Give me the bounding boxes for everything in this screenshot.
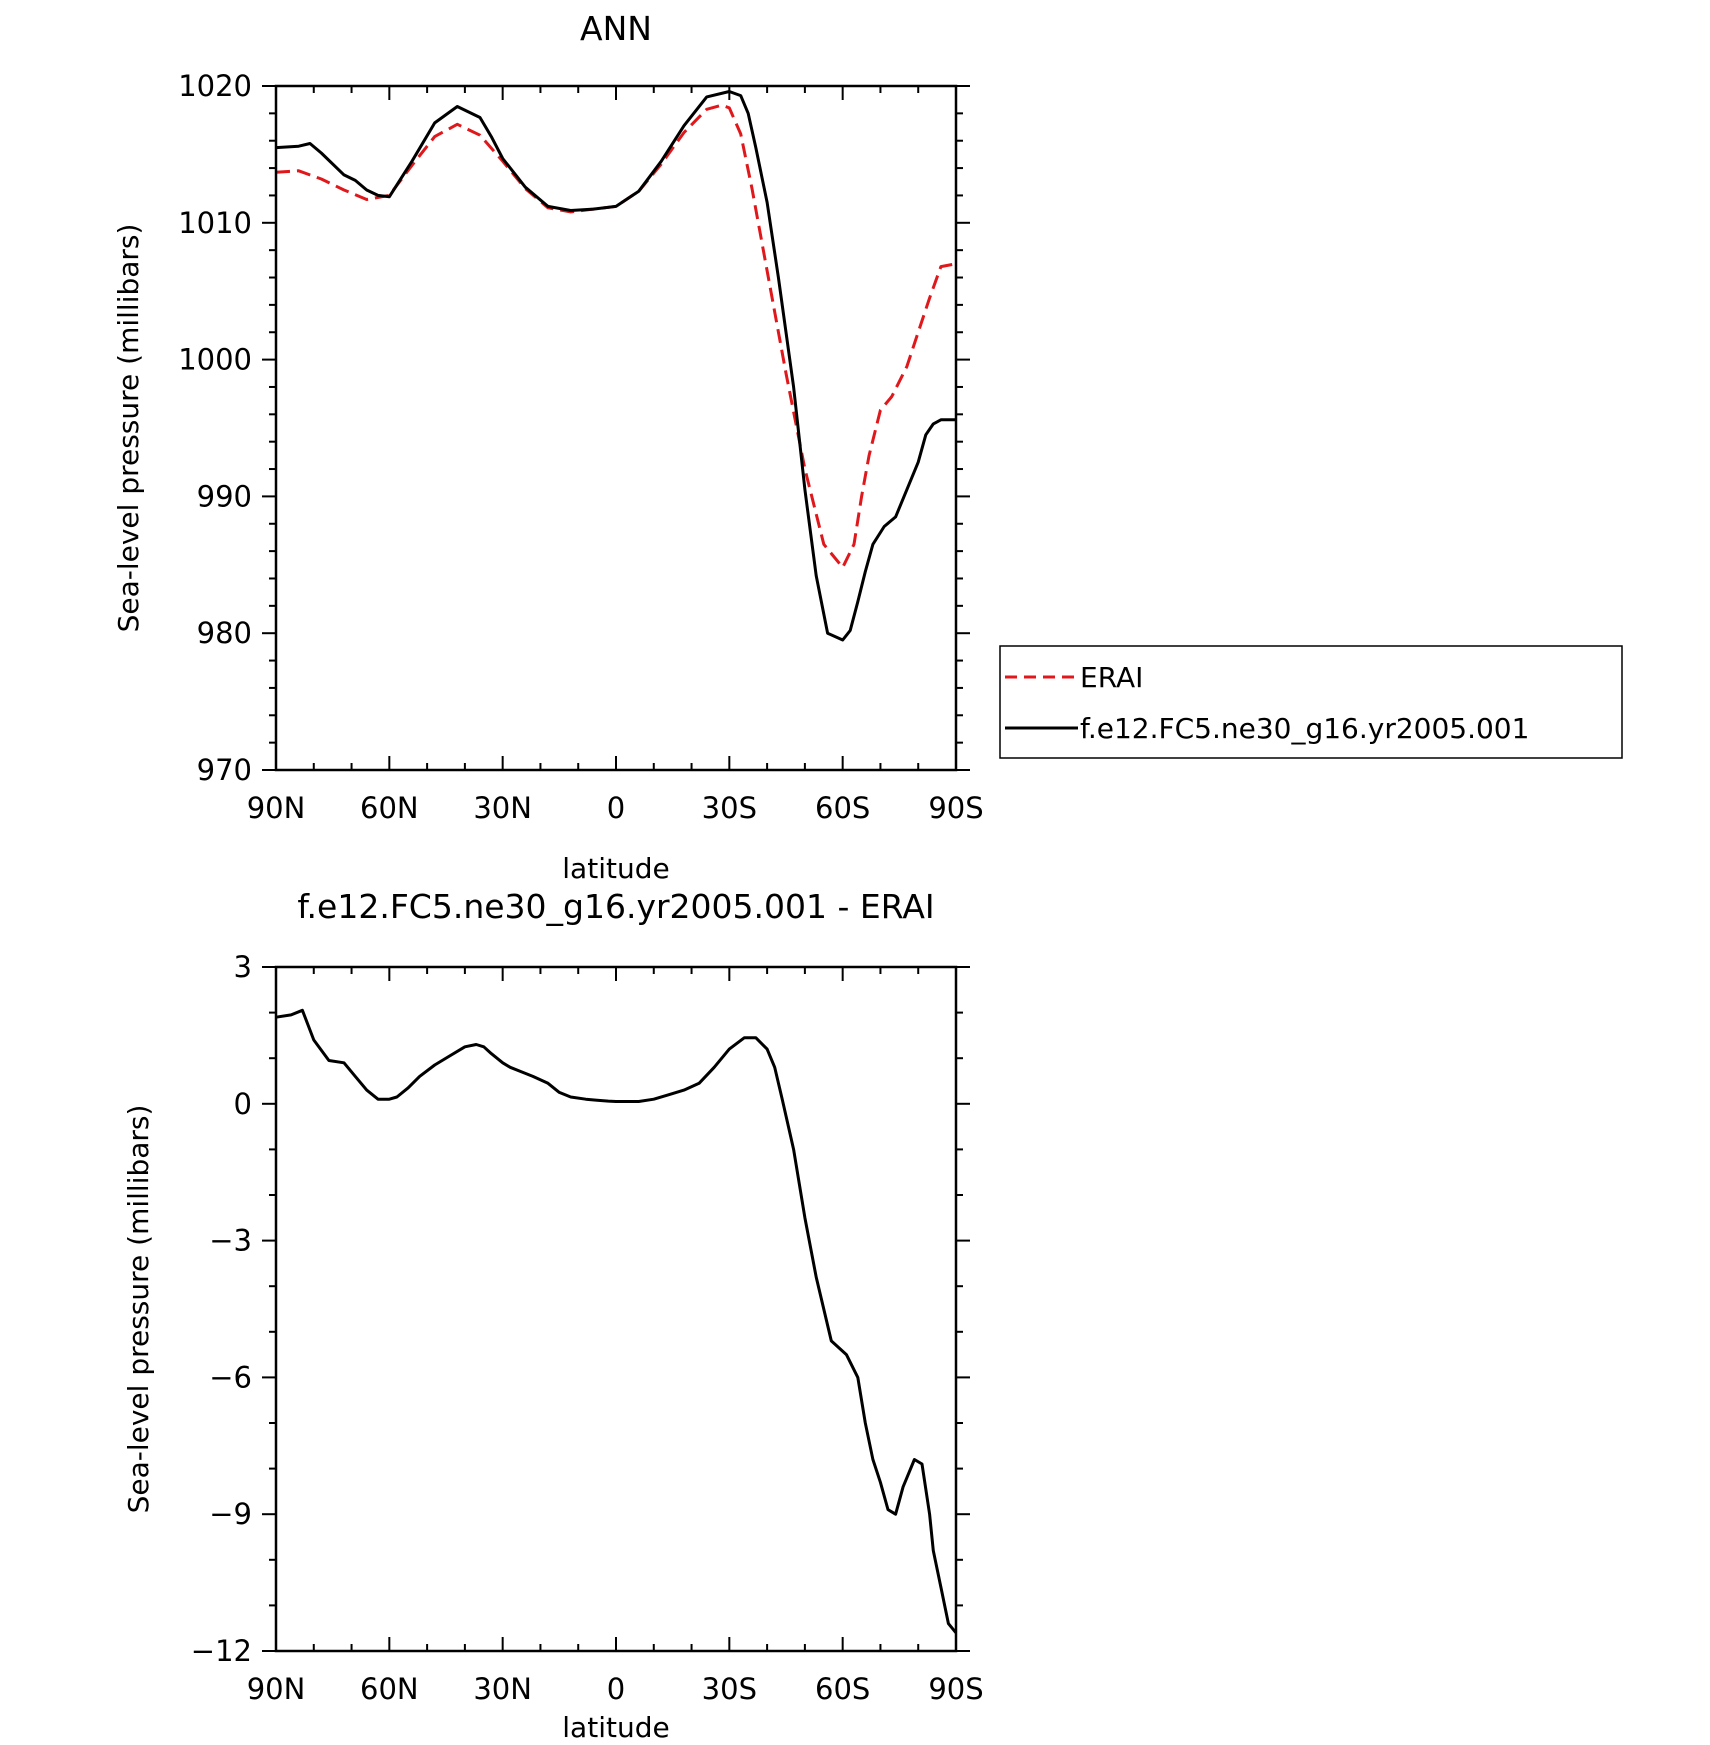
bottom-x-tick-label: 60N <box>360 1672 419 1706</box>
bottom-panel: f.e12.FC5.ne30_g16.yr2005.001 - ERAI 90N… <box>122 887 984 1744</box>
bottom-y-tick-label: −9 <box>209 1497 252 1531</box>
bottom-x-tick-label: 60S <box>815 1672 870 1706</box>
top-x-tick-label: 90N <box>247 791 306 825</box>
bottom-x-tick-label: 30N <box>473 1672 532 1706</box>
top-series-group <box>275 90 957 642</box>
bottom-y-tick-label: 3 <box>234 950 252 984</box>
bottom-x-tick-label: 30S <box>702 1672 757 1706</box>
top-panel: ANN 90N 60N 30N 0 30S 60S 90S 970 980 990 1000 1010… <box>112 9 984 885</box>
bottom-x-axis-title: latitude <box>562 1711 669 1744</box>
bottom-x-tick-label: 90S <box>928 1672 983 1706</box>
bottom-y-tick-label: −6 <box>209 1360 252 1394</box>
top-x-tick-label: 60N <box>360 791 419 825</box>
legend: ERAI f.e12.FC5.ne30_g16.yr2005.001 <box>999 645 1623 759</box>
top-x-tick-label: 0 <box>607 791 625 825</box>
top-x-tick-label: 60S <box>815 791 870 825</box>
bottom-y-tick-label: 0 <box>234 1087 252 1121</box>
top-y-tick-label: 1020 <box>178 69 252 103</box>
top-y-tick-label: 1000 <box>178 343 252 377</box>
top-x-tick-label: 30S <box>702 791 757 825</box>
top-y-tick-label: 990 <box>197 479 252 513</box>
bottom-x-tick-label: 0 <box>607 1672 625 1706</box>
top-y-axis-title: Sea-level pressure (millibars) <box>112 224 145 633</box>
top-y-tick-label: 970 <box>197 753 252 787</box>
bottom-tick-group: 90N 60N 30N 0 30S 60S 90S −12 −9 −6 −3 0 3 <box>191 950 984 1706</box>
top-plot-frame <box>274 84 958 772</box>
bottom-y-axis-title: Sea-level pressure (millibars) <box>122 1105 155 1514</box>
top-tick-group: 90N 60N 30N 0 30S 60S 90S 970 980 990 1000 1010 1020 <box>178 69 983 825</box>
top-series-line-erai <box>275 103 957 569</box>
legend-label-erai: ERAI <box>1080 661 1143 694</box>
top-y-tick-label: 1010 <box>178 206 252 240</box>
top-x-tick-label: 30N <box>473 791 532 825</box>
bottom-y-tick-label: −3 <box>209 1224 252 1258</box>
top-x-axis-title: latitude <box>562 852 669 885</box>
top-x-tick-label: 90S <box>928 791 983 825</box>
top-y-tick-label: 980 <box>197 616 252 650</box>
bottom-chart-title: f.e12.FC5.ne30_g16.yr2005.001 - ERAI <box>297 887 934 926</box>
bottom-plot-frame <box>274 965 958 1653</box>
bottom-x-tick-label: 90N <box>247 1672 306 1706</box>
bottom-series-line-difference <box>275 1008 958 1634</box>
legend-box <box>999 645 1623 759</box>
bottom-y-tick-label: −12 <box>191 1634 252 1668</box>
top-chart-title: ANN <box>580 9 652 48</box>
top-series-line-model <box>275 90 956 642</box>
legend-item-erai: ERAI <box>1005 661 1143 694</box>
bottom-series-group <box>275 1008 958 1634</box>
legend-label-model: f.e12.FC5.ne30_g16.yr2005.001 <box>1080 712 1529 745</box>
legend-item-model: f.e12.FC5.ne30_g16.yr2005.001 <box>1005 712 1529 745</box>
